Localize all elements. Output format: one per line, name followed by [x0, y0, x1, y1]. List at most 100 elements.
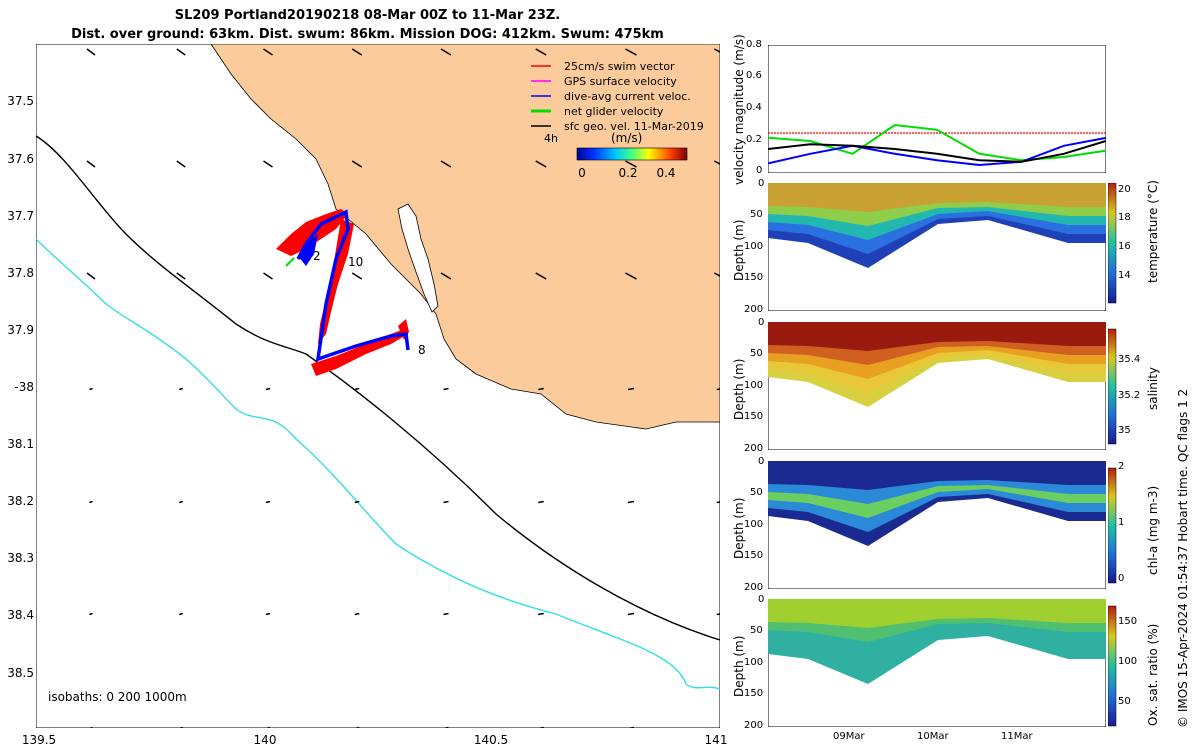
geo-arrow	[351, 272, 363, 280]
cb-label-temp: temperature (°C)	[1146, 180, 1160, 283]
legend-item-net: net glider velocity	[564, 105, 664, 118]
cb-tick: 35.2	[1118, 390, 1141, 401]
cb-tick: 35	[1118, 425, 1131, 436]
map-legend: 25cm/s swim vector GPS surface velocity …	[531, 60, 704, 180]
geo-arrow	[627, 387, 635, 391]
geo-arrow	[538, 612, 544, 616]
geo-arrow	[89, 612, 93, 616]
dive-avg-track	[296, 209, 410, 362]
legend-item-geo: sfc geo. vel. 11-Mar-2019	[564, 120, 704, 133]
lat-tick: 37.6	[7, 152, 34, 166]
geo-arrow	[443, 500, 449, 504]
lon-tick: 141	[704, 733, 728, 747]
colorbar-label: (m/s)	[611, 131, 642, 145]
geo-arrow	[716, 501, 720, 504]
cb-tick: 0	[1118, 573, 1125, 584]
vel-tick-0: 0	[756, 165, 763, 176]
geo-arrow	[263, 272, 273, 280]
lat-tick: 37.9	[7, 323, 34, 337]
waypoint-label-8: 8	[418, 343, 426, 357]
depth-tick: 150	[744, 550, 764, 561]
cb-tick: 20	[1118, 184, 1131, 195]
geo-arrow	[89, 726, 93, 728]
island	[397, 203, 439, 313]
geo-arrow	[351, 160, 363, 168]
geo-arrow	[265, 387, 271, 391]
oxygen-section	[768, 599, 1106, 727]
cb-tick: 100	[1118, 656, 1138, 667]
vel-tick-08: 0.8	[746, 39, 762, 50]
geo-arrow	[179, 612, 183, 616]
geo-arrow	[354, 726, 360, 728]
time-tick: 10Mar	[917, 731, 949, 742]
geo-arrow	[265, 500, 271, 504]
geo-arrow	[627, 612, 635, 616]
depth-tick: 0	[758, 456, 765, 467]
section-band	[768, 183, 1106, 212]
waypoint-label-10: 10	[348, 255, 363, 269]
lat-tick: 38.1	[7, 437, 34, 451]
cb-tick: 16	[1118, 241, 1131, 252]
depth-tick: 50	[750, 348, 763, 359]
dive-avg-patch	[298, 234, 318, 266]
geo-arrow	[625, 48, 637, 56]
geo-arrow	[351, 48, 363, 56]
geo-arrow	[86, 160, 96, 168]
net-track	[285, 257, 295, 267]
cb-tick: 14	[1118, 270, 1131, 281]
vel-tick-04: 0.4	[746, 102, 762, 113]
geo-arrow	[538, 726, 544, 728]
geo-arrow	[354, 500, 360, 504]
depth-tick: 200	[744, 443, 764, 454]
depth-label-chl: Depth (m)	[732, 497, 746, 559]
depth-tick: 50	[750, 209, 763, 220]
credit-text: © IMOS 15-Apr-2024 01:54:37 Hobart time.…	[1176, 388, 1190, 728]
speed-colorbar	[576, 147, 688, 161]
geo-arrow	[627, 726, 635, 728]
geo-arrow	[89, 500, 93, 504]
velocity-series-2	[768, 136, 1106, 167]
lat-tick: 37.8	[7, 266, 34, 280]
chl-colorbar	[1108, 467, 1117, 584]
legend-interval: 4h	[544, 132, 558, 145]
legend-item-swim: 25cm/s swim vector	[564, 60, 675, 73]
temperature-section	[768, 183, 1106, 311]
geo-arrow	[440, 272, 452, 280]
title-line-2: Dist. over ground: 63km. Dist. swum: 86k…	[71, 27, 664, 42]
depth-tick: 50	[750, 487, 763, 498]
section-colorbars	[1108, 183, 1117, 727]
geo-arrow	[179, 500, 183, 504]
depth-tick: 0	[758, 317, 765, 328]
geo-arrow	[354, 387, 360, 391]
cb-tick: 50	[1118, 696, 1131, 707]
time-tick: 11Mar	[1001, 731, 1033, 742]
lat-tick: 38.4	[7, 608, 34, 622]
depth-tick: 0	[758, 594, 765, 605]
geo-velocity-arrows	[86, 48, 720, 728]
geo-arrow	[538, 387, 544, 391]
chla-section	[768, 461, 1106, 589]
lon-tick: 139.5	[21, 733, 57, 747]
geo-arrow	[86, 48, 96, 56]
salinity-section	[768, 322, 1106, 450]
geo-arrow	[443, 387, 449, 391]
geo-arrow	[265, 612, 271, 616]
legend-item-dive: dive-avg current veloc.	[564, 90, 691, 103]
section-band	[768, 461, 1106, 490]
lat-tick: 38.2	[7, 494, 34, 508]
geo-arrow	[89, 387, 93, 391]
geo-arrow	[440, 160, 452, 168]
geo-arrow	[713, 160, 720, 165]
geo-arrow	[443, 726, 449, 728]
geo-arrow	[716, 613, 720, 616]
lat-tick: 37.7	[7, 209, 34, 223]
depth-tick: 150	[744, 688, 764, 699]
geo-arrow	[440, 48, 452, 56]
vel-tick-02: 0.2	[746, 134, 762, 145]
geo-arrow	[535, 272, 547, 280]
ox-colorbar	[1108, 605, 1117, 727]
geo-arrow	[176, 272, 186, 280]
depth-tick: 50	[750, 625, 763, 636]
depth-tick: 150	[744, 272, 764, 283]
depth-tick: 200	[744, 720, 764, 731]
